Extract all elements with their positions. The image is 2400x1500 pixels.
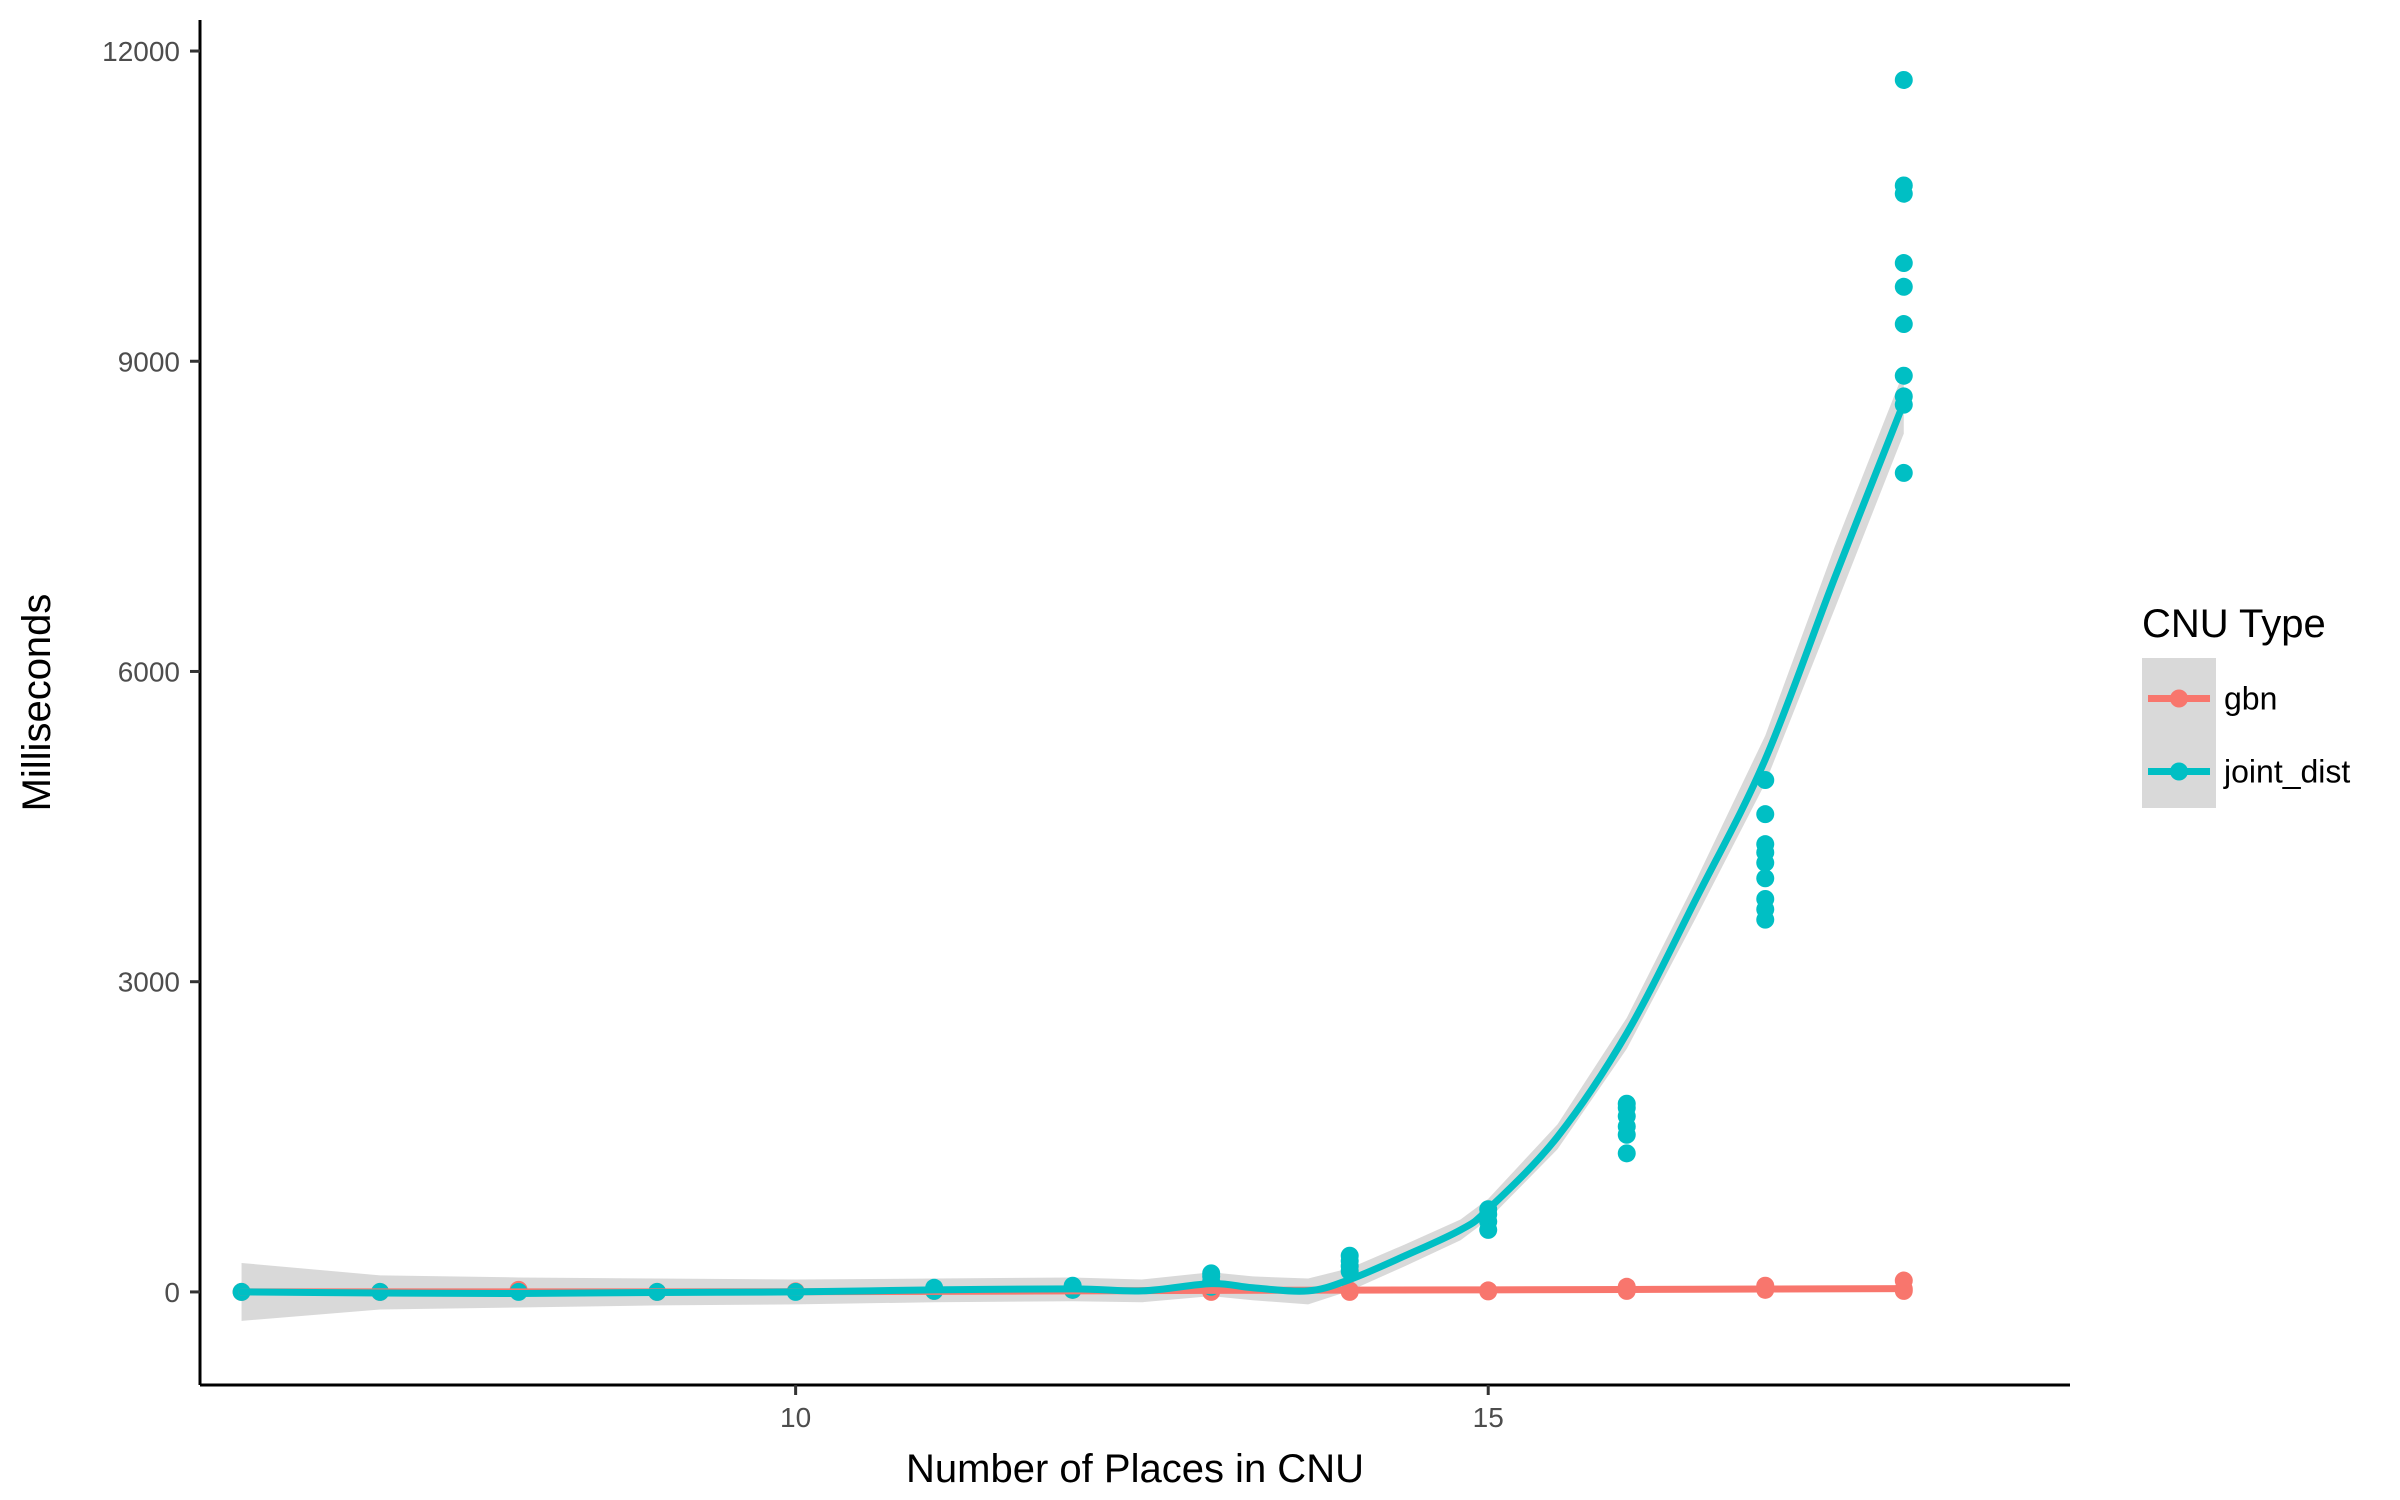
confidence-bands — [241, 371, 1904, 1321]
y-tick-label: 3000 — [118, 967, 180, 998]
legend-entries: gbn joint_dist — [2148, 681, 2350, 790]
y-tick-label: 6000 — [118, 656, 180, 687]
data-point-joint_dist — [1756, 889, 1775, 908]
y-tick-label: 9000 — [118, 346, 180, 377]
data-point-joint_dist — [1202, 1264, 1221, 1283]
data-point-joint_dist — [1756, 805, 1775, 824]
y-tick-label: 12000 — [102, 36, 180, 67]
data-point-joint_dist — [1756, 835, 1775, 854]
data-point-joint_dist — [1894, 70, 1913, 89]
y-axis-title: Milliseconds — [15, 594, 59, 812]
data-point-joint_dist — [1894, 315, 1913, 334]
smooth-line-joint_dist — [238, 399, 1908, 1297]
data-point-gbn — [1894, 1271, 1913, 1290]
x-tick-label: 10 — [780, 1402, 811, 1433]
axes: 0 3000 6000 9000 12000 10 15 — [102, 20, 2070, 1433]
y-tick-label: 0 — [164, 1277, 180, 1308]
x-ticks: 10 15 — [780, 1385, 1504, 1433]
data-point-joint_dist — [1894, 176, 1913, 195]
y-ticks: 0 3000 6000 9000 12000 — [102, 36, 200, 1308]
data-point-joint_dist — [1894, 254, 1913, 273]
data-points — [232, 70, 1913, 1301]
data-point-joint_dist — [1756, 869, 1775, 888]
legend-label: gbn — [2224, 681, 2277, 717]
confidence-band-joint_dist — [241, 371, 1904, 1321]
smooth-lines — [238, 399, 1908, 1297]
data-point-joint_dist — [1894, 366, 1913, 385]
legend: CNU Type gbn joint_dist — [2142, 602, 2350, 808]
legend-key-background — [2142, 658, 2216, 808]
data-point-joint_dist — [1617, 1144, 1636, 1163]
legend-title: CNU Type — [2142, 602, 2326, 646]
data-point-joint_dist — [1340, 1246, 1359, 1265]
legend-key-point — [2170, 762, 2188, 781]
data-point-joint_dist — [1894, 387, 1913, 406]
data-point-joint_dist — [1894, 463, 1913, 482]
legend-label: joint_dist — [2223, 754, 2350, 790]
data-point-joint_dist — [1617, 1094, 1636, 1113]
legend-entry-joint_dist: joint_dist — [2148, 754, 2350, 790]
legend-entry-gbn: gbn — [2148, 681, 2277, 717]
data-point-joint_dist — [1894, 277, 1913, 296]
legend-key-point — [2170, 689, 2188, 708]
x-axis-title: Number of Places in CNU — [906, 1447, 1364, 1491]
x-tick-label: 15 — [1473, 1402, 1504, 1433]
